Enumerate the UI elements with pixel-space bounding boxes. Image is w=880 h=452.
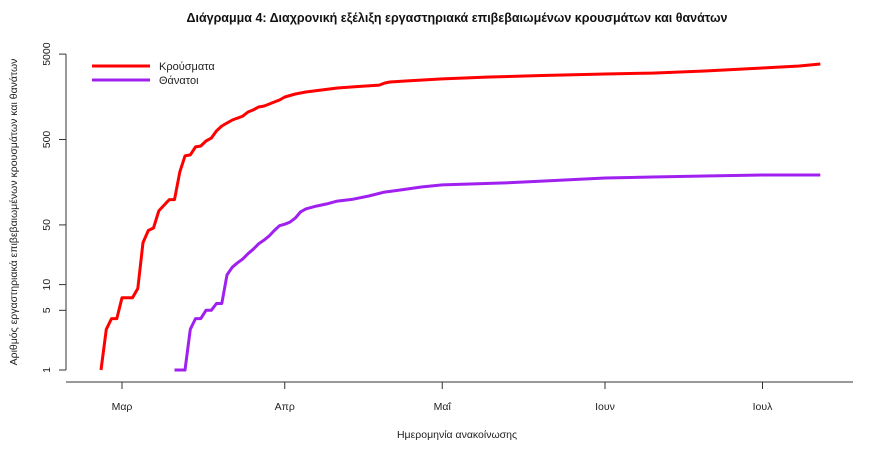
y-tick-label: 10	[41, 279, 53, 291]
legend-label-deaths: Θάνατοι	[159, 75, 199, 87]
y-tick-label: 500	[41, 131, 53, 149]
legend: Κρούσματα Θάνατοι	[92, 61, 215, 87]
y-tick-label: 5000	[41, 42, 53, 66]
y-tick-label: 5	[41, 307, 53, 313]
x-axis: Μαρ Απρ Μαΐ Ιουν Ιουλ	[66, 381, 853, 413]
chart-title: Διάγραμμα 4: Διαχρονική εξέλιξη εργαστηρ…	[186, 11, 727, 25]
x-tick-label: Ιουν	[595, 401, 615, 413]
y-axis-title: Αριθμός εργαστηριακά επιβεβαιωμένων κρου…	[8, 59, 20, 366]
x-tick-label: Μαρ	[112, 401, 133, 413]
x-tick-label: Ιουλ	[753, 401, 773, 413]
deaths-line	[174, 173, 821, 372]
legend-label-cases: Κρούσματα	[159, 61, 215, 73]
x-axis-title: Ημερομηνία ανακοίνωσης	[397, 429, 517, 441]
cases-line	[99, 62, 821, 371]
y-tick-label: 1	[41, 367, 53, 373]
plot-lines	[99, 62, 821, 372]
y-tick-label: 50	[41, 219, 53, 231]
x-tick-label: Απρ	[275, 401, 295, 413]
x-tick-label: Μαΐ	[434, 401, 452, 413]
y-axis: 1 5 10 50 500 5000	[41, 42, 67, 373]
